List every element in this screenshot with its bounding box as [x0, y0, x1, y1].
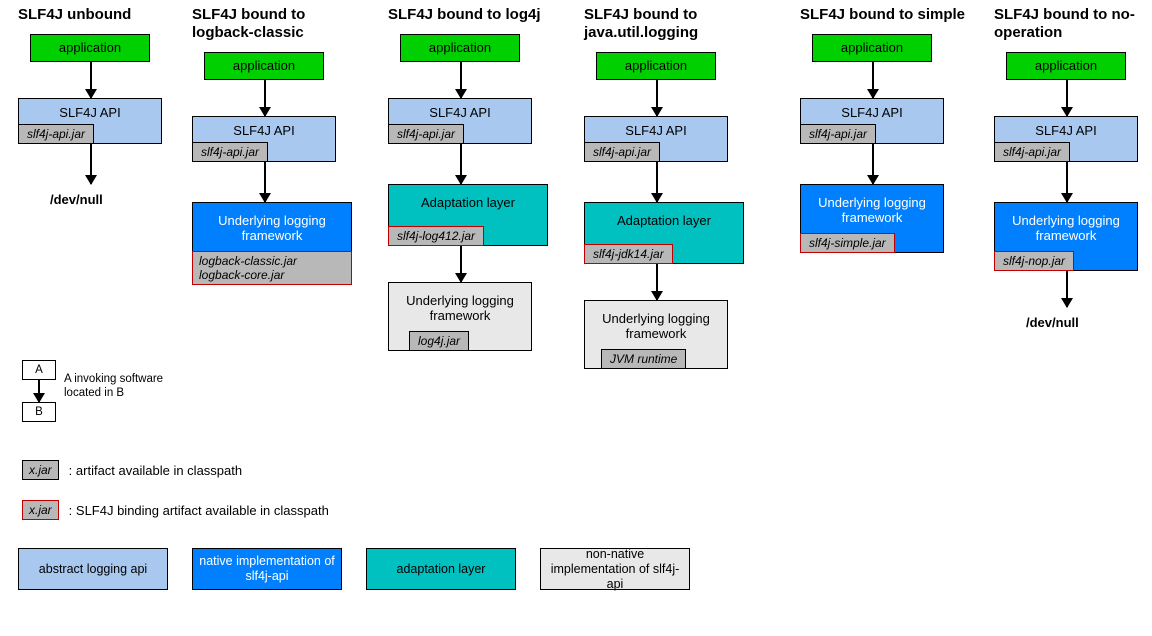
arrow-icon — [1066, 271, 1068, 307]
api-label: SLF4J API — [995, 123, 1137, 142]
native-box: Underlying logging framework slf4j-nop.j… — [994, 202, 1138, 271]
api-label: SLF4J API — [801, 105, 943, 124]
col-title: SLF4J unbound — [18, 6, 188, 24]
under-label: Underlying logging framework — [585, 307, 727, 349]
arrow-icon — [1066, 80, 1068, 116]
jar-label: slf4j-api.jar — [388, 124, 464, 144]
jar-label: slf4j-simple.jar — [800, 233, 895, 253]
application-box: application — [400, 34, 520, 62]
native-label: Underlying logging framework — [801, 191, 943, 233]
legend-text: : SLF4J binding artifact available in cl… — [69, 503, 329, 518]
col-title: SLF4J bound to no-operation — [994, 6, 1152, 42]
arrow-icon — [872, 62, 874, 98]
api-box: SLF4J API slf4j-api.jar — [800, 98, 944, 144]
legend-xjar-red: x.jar : SLF4J binding artifact available… — [22, 500, 329, 520]
jar-label: JVM runtime — [601, 349, 686, 369]
swatch-adapt: adaptation layer — [366, 548, 516, 590]
arrow-icon — [90, 144, 92, 184]
devnull-text: /dev/null — [50, 192, 188, 207]
jar-label: logback-classic.jar logback-core.jar — [192, 251, 352, 285]
swatch-nonnative: non-native implementation of slf4j-api — [540, 548, 690, 590]
native-box: Underlying logging framework logback-cla… — [192, 202, 352, 285]
jar-label: slf4j-api.jar — [800, 124, 876, 144]
legend-ab: A B — [22, 360, 56, 422]
application-box: application — [204, 52, 324, 80]
application-box: application — [1006, 52, 1126, 80]
arrow-icon — [90, 62, 92, 98]
col-jul: SLF4J bound to java.util.logging applica… — [584, 6, 774, 369]
api-box: SLF4J API slf4j-api.jar — [584, 116, 728, 162]
col-title: SLF4J bound to simple — [800, 6, 970, 24]
arrow-icon — [656, 162, 658, 202]
jar-label: slf4j-api.jar — [192, 142, 268, 162]
legend-xjar: x.jar : artifact available in classpath — [22, 460, 242, 480]
legend-a: A — [22, 360, 56, 380]
under-label: Underlying logging framework — [389, 289, 531, 331]
adapt-box: Adaptation layer slf4j-log412.jar — [388, 184, 548, 246]
arrow-icon — [460, 246, 462, 282]
arrow-icon — [460, 144, 462, 184]
col-log4j: SLF4J bound to log4j application SLF4J A… — [388, 6, 558, 351]
col-nop: SLF4J bound to no-operation application … — [994, 6, 1152, 330]
legend-jar-red: x.jar — [22, 500, 59, 520]
col-simple: SLF4J bound to simple application SLF4J … — [800, 6, 970, 253]
legend-swatches: abstract logging api native implementati… — [18, 548, 690, 590]
under-box: Underlying logging framework JVM runtime — [584, 300, 728, 369]
api-box: SLF4J API slf4j-api.jar — [18, 98, 162, 144]
adapt-label: Adaptation layer — [389, 191, 547, 226]
api-box: SLF4J API slf4j-api.jar — [388, 98, 532, 144]
api-label: SLF4J API — [19, 105, 161, 124]
col-title: SLF4J bound to logback-classic — [192, 6, 362, 42]
swatch-api: abstract logging api — [18, 548, 168, 590]
arrow-icon — [264, 80, 266, 116]
jar-label: slf4j-jdk14.jar — [584, 244, 673, 264]
jar-label: log4j.jar — [409, 331, 469, 351]
arrow-icon — [1066, 162, 1068, 202]
jar-label: slf4j-nop.jar — [994, 251, 1074, 271]
jar-label: slf4j-api.jar — [584, 142, 660, 162]
under-box: Underlying logging framework log4j.jar — [388, 282, 532, 351]
legend-ab-text: A invoking software located in B — [64, 372, 174, 401]
arrow-icon — [656, 80, 658, 116]
api-label: SLF4J API — [389, 105, 531, 124]
arrow-icon — [264, 162, 266, 202]
adapt-box: Adaptation layer slf4j-jdk14.jar — [584, 202, 744, 264]
native-box: Underlying logging framework slf4j-simpl… — [800, 184, 944, 253]
api-box: SLF4J API slf4j-api.jar — [994, 116, 1138, 162]
application-box: application — [30, 34, 150, 62]
jar-label: slf4j-log412.jar — [388, 226, 484, 246]
col-title: SLF4J bound to log4j — [388, 6, 558, 24]
arrow-icon — [38, 380, 40, 402]
api-label: SLF4J API — [193, 123, 335, 142]
legend-b: B — [22, 402, 56, 422]
devnull-text: /dev/null — [1026, 315, 1152, 330]
legend-jar: x.jar — [22, 460, 59, 480]
col-title: SLF4J bound to java.util.logging — [584, 6, 774, 42]
col-logback: SLF4J bound to logback-classic applicati… — [192, 6, 362, 285]
col-unbound: SLF4J unbound application SLF4J API slf4… — [18, 6, 188, 207]
legend-text: : artifact available in classpath — [69, 463, 242, 478]
arrow-icon — [460, 62, 462, 98]
native-label: Underlying logging framework — [995, 209, 1137, 251]
api-label: SLF4J API — [585, 123, 727, 142]
api-box: SLF4J API slf4j-api.jar — [192, 116, 336, 162]
application-box: application — [596, 52, 716, 80]
arrow-icon — [872, 144, 874, 184]
adapt-label: Adaptation layer — [585, 209, 743, 244]
arrow-icon — [656, 264, 658, 300]
swatch-native: native implementation of slf4j-api — [192, 548, 342, 590]
jar-label: slf4j-api.jar — [994, 142, 1070, 162]
native-label: Underlying logging framework — [193, 209, 351, 251]
jar-label: slf4j-api.jar — [18, 124, 94, 144]
application-box: application — [812, 34, 932, 62]
